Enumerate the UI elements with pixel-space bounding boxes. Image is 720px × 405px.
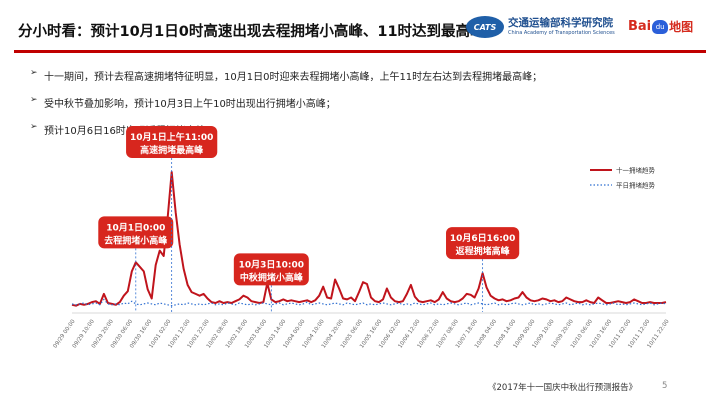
arrowhead-icon: ➢ [30, 122, 38, 132]
callout-box [233, 253, 309, 286]
org-name-en: China Academy of Transportation Sciences [508, 29, 615, 36]
callout-text: 10月6日16:00 [450, 233, 515, 244]
callout-text: 中秋拥堵小高峰 [240, 271, 304, 283]
bullet-item: ➢ 受中秋节叠加影响，预计10月3日上午10时出现出行拥堵小高峰； [30, 95, 542, 122]
legend-label: 十一拥堵趋势 [616, 166, 656, 175]
callout-box [446, 227, 520, 260]
baidu-paw-icon: du [652, 19, 669, 34]
baidu-map-logo: Bai du 地图 [628, 18, 693, 35]
cats-badge-icon: CATS [466, 16, 504, 38]
bullet-text: 受中秋节叠加影响，预计10月3日上午10时出现出行拥堵小高峰； [44, 99, 336, 110]
bullet-text: 十一期间，预计去程高速拥堵特征明显，10月1日0时迎来去程拥堵小高峰，上午11时… [44, 72, 543, 83]
series-line-holiday [71, 171, 667, 307]
arrowhead-icon: ➢ [30, 68, 38, 78]
callout-text: 去程拥堵小高峰 [104, 234, 168, 246]
callout-text: 10月3日10:00 [239, 259, 304, 270]
callout-box [126, 126, 218, 158]
series-line-normal [71, 298, 667, 307]
baidu-map-text: 地图 [669, 20, 694, 34]
baidu-bai-text: Bai [628, 19, 652, 34]
callout-text: 返程拥堵高峰 [456, 245, 511, 257]
header-divider [14, 50, 706, 53]
callout-box [98, 216, 174, 249]
legend-label: 平日拥堵趋势 [616, 181, 656, 190]
arrowhead-icon: ➢ [30, 95, 38, 105]
footer-source: 《2017年十一国庆中秋出行预测报告》 [488, 383, 638, 393]
slide-header: 分小时看：预计10月1日0时高速出现去程拥堵小高峰、11时达到最高峰 CATS … [0, 0, 720, 58]
page-number: 5 [662, 381, 668, 391]
bullet-item: ➢ 十一期间，预计去程高速拥堵特征明显，10月1日0时迎来去程拥堵小高峰，上午1… [30, 68, 543, 95]
callout-text: 10月1日上午11:00 [130, 131, 213, 143]
org-logo: CATS 交通运输部科学研究院 China Academy of Transpo… [466, 16, 615, 38]
org-name-cn: 交通运输部科学研究院 [508, 17, 613, 30]
slide-title: 分小时看：预计10月1日0时高速出现去程拥堵小高峰、11时达到最高峰 [18, 24, 485, 40]
callout-text: 10月1日0:00 [106, 222, 165, 233]
callout-text: 高速拥堵最高峰 [140, 144, 204, 156]
